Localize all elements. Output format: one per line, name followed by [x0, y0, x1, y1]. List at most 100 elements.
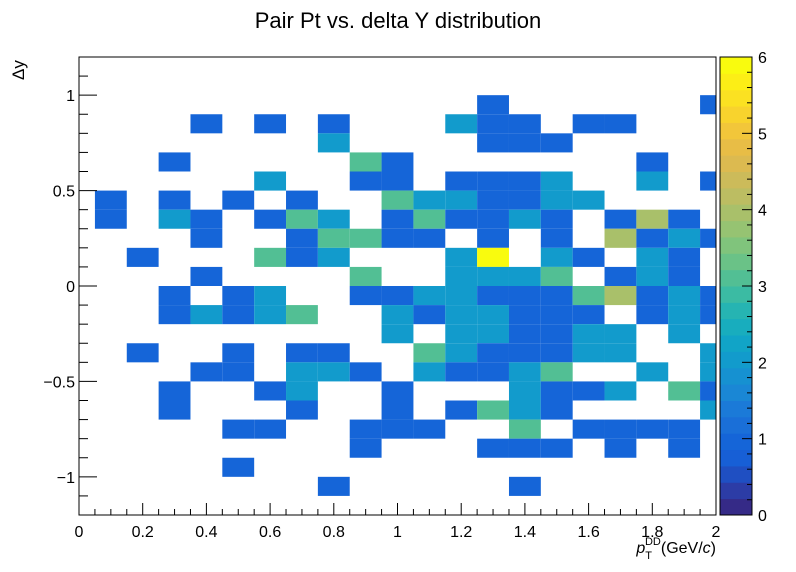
color-scale-swatch [720, 106, 752, 123]
heatmap-cell [508, 400, 541, 420]
heatmap-cell [604, 266, 637, 286]
heatmap-cell [508, 114, 541, 134]
heatmap-cell [349, 228, 382, 248]
heatmap-cell [604, 228, 637, 248]
color-scale-swatch [720, 416, 752, 434]
heatmap-cell [668, 305, 701, 325]
heatmap-cell [477, 305, 509, 325]
heatmap-cell [317, 209, 350, 229]
heatmap-cell [508, 286, 541, 306]
x-tick-label: 0.4 [195, 524, 217, 541]
heatmap-cell [381, 190, 414, 210]
heatmap-cell [349, 438, 382, 458]
heatmap-cell [477, 438, 509, 458]
heatmap-cell [222, 190, 255, 210]
heatmap-cell [381, 286, 414, 306]
heatmap-cell [477, 400, 509, 420]
z-tick-label: 5 [758, 126, 767, 143]
color-scale-swatch [720, 57, 752, 74]
heatmap-cell [445, 209, 478, 229]
heatmap-cell [286, 381, 318, 401]
heatmap-cell [286, 228, 318, 248]
heatmap-cell [700, 381, 716, 401]
heatmap-cell [158, 400, 191, 420]
color-scale-swatch [720, 171, 752, 189]
heatmap-cell [254, 419, 287, 439]
heatmap-cell [477, 209, 509, 229]
color-scale-swatch [720, 318, 752, 336]
heatmap-cell [349, 419, 382, 439]
color-scale-swatch [720, 351, 752, 369]
heatmap-cell [477, 286, 509, 306]
color-scale-swatch [720, 253, 752, 271]
x-axis: 0 0.2 0.4 0.6 0.8 1 1.2 1.4 1.6 1.8 2 [75, 503, 721, 541]
color-scale-swatch [720, 482, 752, 500]
heatmap-cell [668, 324, 701, 344]
x-tick-label: 2 [712, 524, 721, 541]
heatmap-cell [254, 247, 287, 267]
heatmap-cell [572, 190, 605, 210]
heatmap-cell [604, 209, 637, 229]
x-tick-label: 0 [75, 524, 84, 541]
heatmap-cell [445, 190, 478, 210]
heatmap-cell [540, 247, 573, 267]
heatmap-cell [222, 305, 255, 325]
heatmap-cell [477, 95, 509, 115]
color-scale-swatch [720, 220, 752, 238]
heatmap-cell [445, 362, 478, 382]
heatmap-cell [445, 171, 478, 191]
heatmap-cell [254, 381, 287, 401]
color-scale-swatch [720, 335, 752, 352]
x-tick-label: 1.6 [577, 524, 599, 541]
heatmap-cell [286, 247, 318, 267]
color-scale-swatch [720, 187, 752, 205]
heatmap-cell [668, 286, 701, 306]
heatmap-cell [286, 305, 318, 325]
heatmap-cell [413, 419, 446, 439]
heatmap-cell [381, 419, 414, 439]
color-scale-swatch [720, 89, 752, 107]
z-tick-label: 2 [758, 355, 767, 372]
heatmap-cell [604, 286, 637, 306]
heatmap-cell [508, 266, 541, 286]
heatmap-cell [190, 228, 223, 248]
heatmap-cell [190, 362, 223, 382]
heatmap-cell [477, 247, 509, 267]
heatmap-cell [445, 324, 478, 344]
heatmap-cell [540, 362, 573, 382]
heatmap-cell [540, 286, 573, 306]
heatmap-cell [126, 247, 159, 267]
heatmap-cell [190, 305, 223, 325]
heatmap-cell [508, 324, 541, 344]
color-scale-swatch [720, 498, 752, 516]
heatmap-cell [94, 209, 127, 229]
heatmap-cell [349, 362, 382, 382]
x-axis-label: pT DD(GeV/c) [635, 536, 716, 562]
heatmap-cell [636, 209, 669, 229]
heatmap-cell [508, 419, 541, 439]
heatmap-cell [540, 133, 573, 153]
heatmap-cell [158, 305, 191, 325]
heatmap-cell [158, 286, 191, 306]
heatmap-cell [540, 343, 573, 363]
y-tick-label: −1 [57, 470, 75, 487]
heatmap-cell [668, 209, 701, 229]
heatmap-cell [508, 476, 541, 496]
heatmap-cell [317, 476, 350, 496]
heatmap-cell [381, 381, 414, 401]
z-tick-label: 1 [758, 432, 767, 449]
heatmap-cell [636, 419, 669, 439]
heatmap-cell [413, 305, 446, 325]
color-scale: 0 1 2 3 4 5 6 [719, 50, 767, 525]
heatmap-cell [604, 324, 637, 344]
color-scale-swatch [720, 122, 752, 140]
heatmap-cell [349, 286, 382, 306]
heatmap-cell [413, 228, 446, 248]
heatmap-cell [700, 171, 716, 191]
heatmap-cell [94, 190, 127, 210]
heatmap-cell [381, 324, 414, 344]
x-tick-label: 0.6 [259, 524, 281, 541]
heatmap-cell [413, 362, 446, 382]
heatmap-cell [540, 305, 573, 325]
